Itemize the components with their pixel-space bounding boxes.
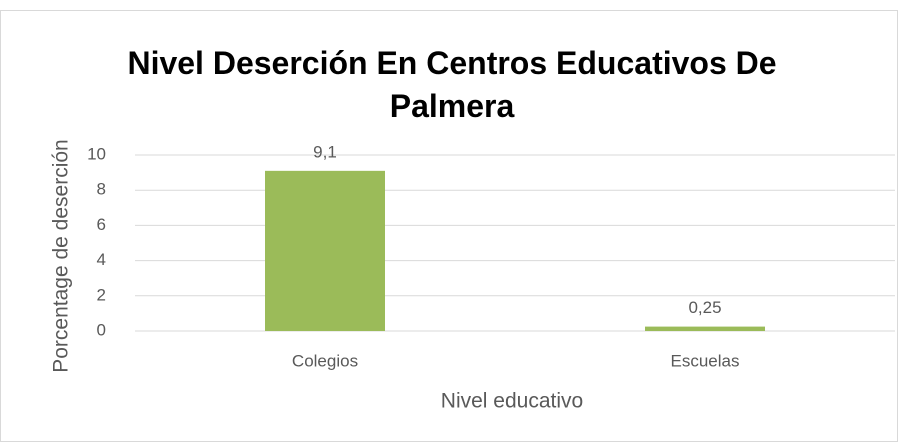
y-tick-label: 0 — [97, 320, 106, 339]
chart-border — [0, 10, 898, 442]
y-tick-label: 2 — [97, 285, 106, 304]
x-axis-label: Nivel educativo — [441, 390, 583, 413]
data-label: 9,1 — [313, 142, 337, 161]
chart-title: Nivel Deserción En Centros Educativos De… — [127, 45, 777, 124]
y-tick-label: 6 — [97, 215, 106, 234]
x-tick-label: Colegios — [292, 351, 358, 370]
y-tick-label: 8 — [97, 180, 106, 199]
y-tick-label: 10 — [87, 144, 106, 163]
y-tick-label: 4 — [97, 250, 106, 269]
x-tick-label: Escuelas — [671, 351, 740, 370]
y-axis-label: Porcentage de deserción — [50, 139, 73, 373]
bar — [645, 326, 765, 331]
bar — [265, 170, 385, 331]
data-label: 0,25 — [688, 298, 721, 317]
